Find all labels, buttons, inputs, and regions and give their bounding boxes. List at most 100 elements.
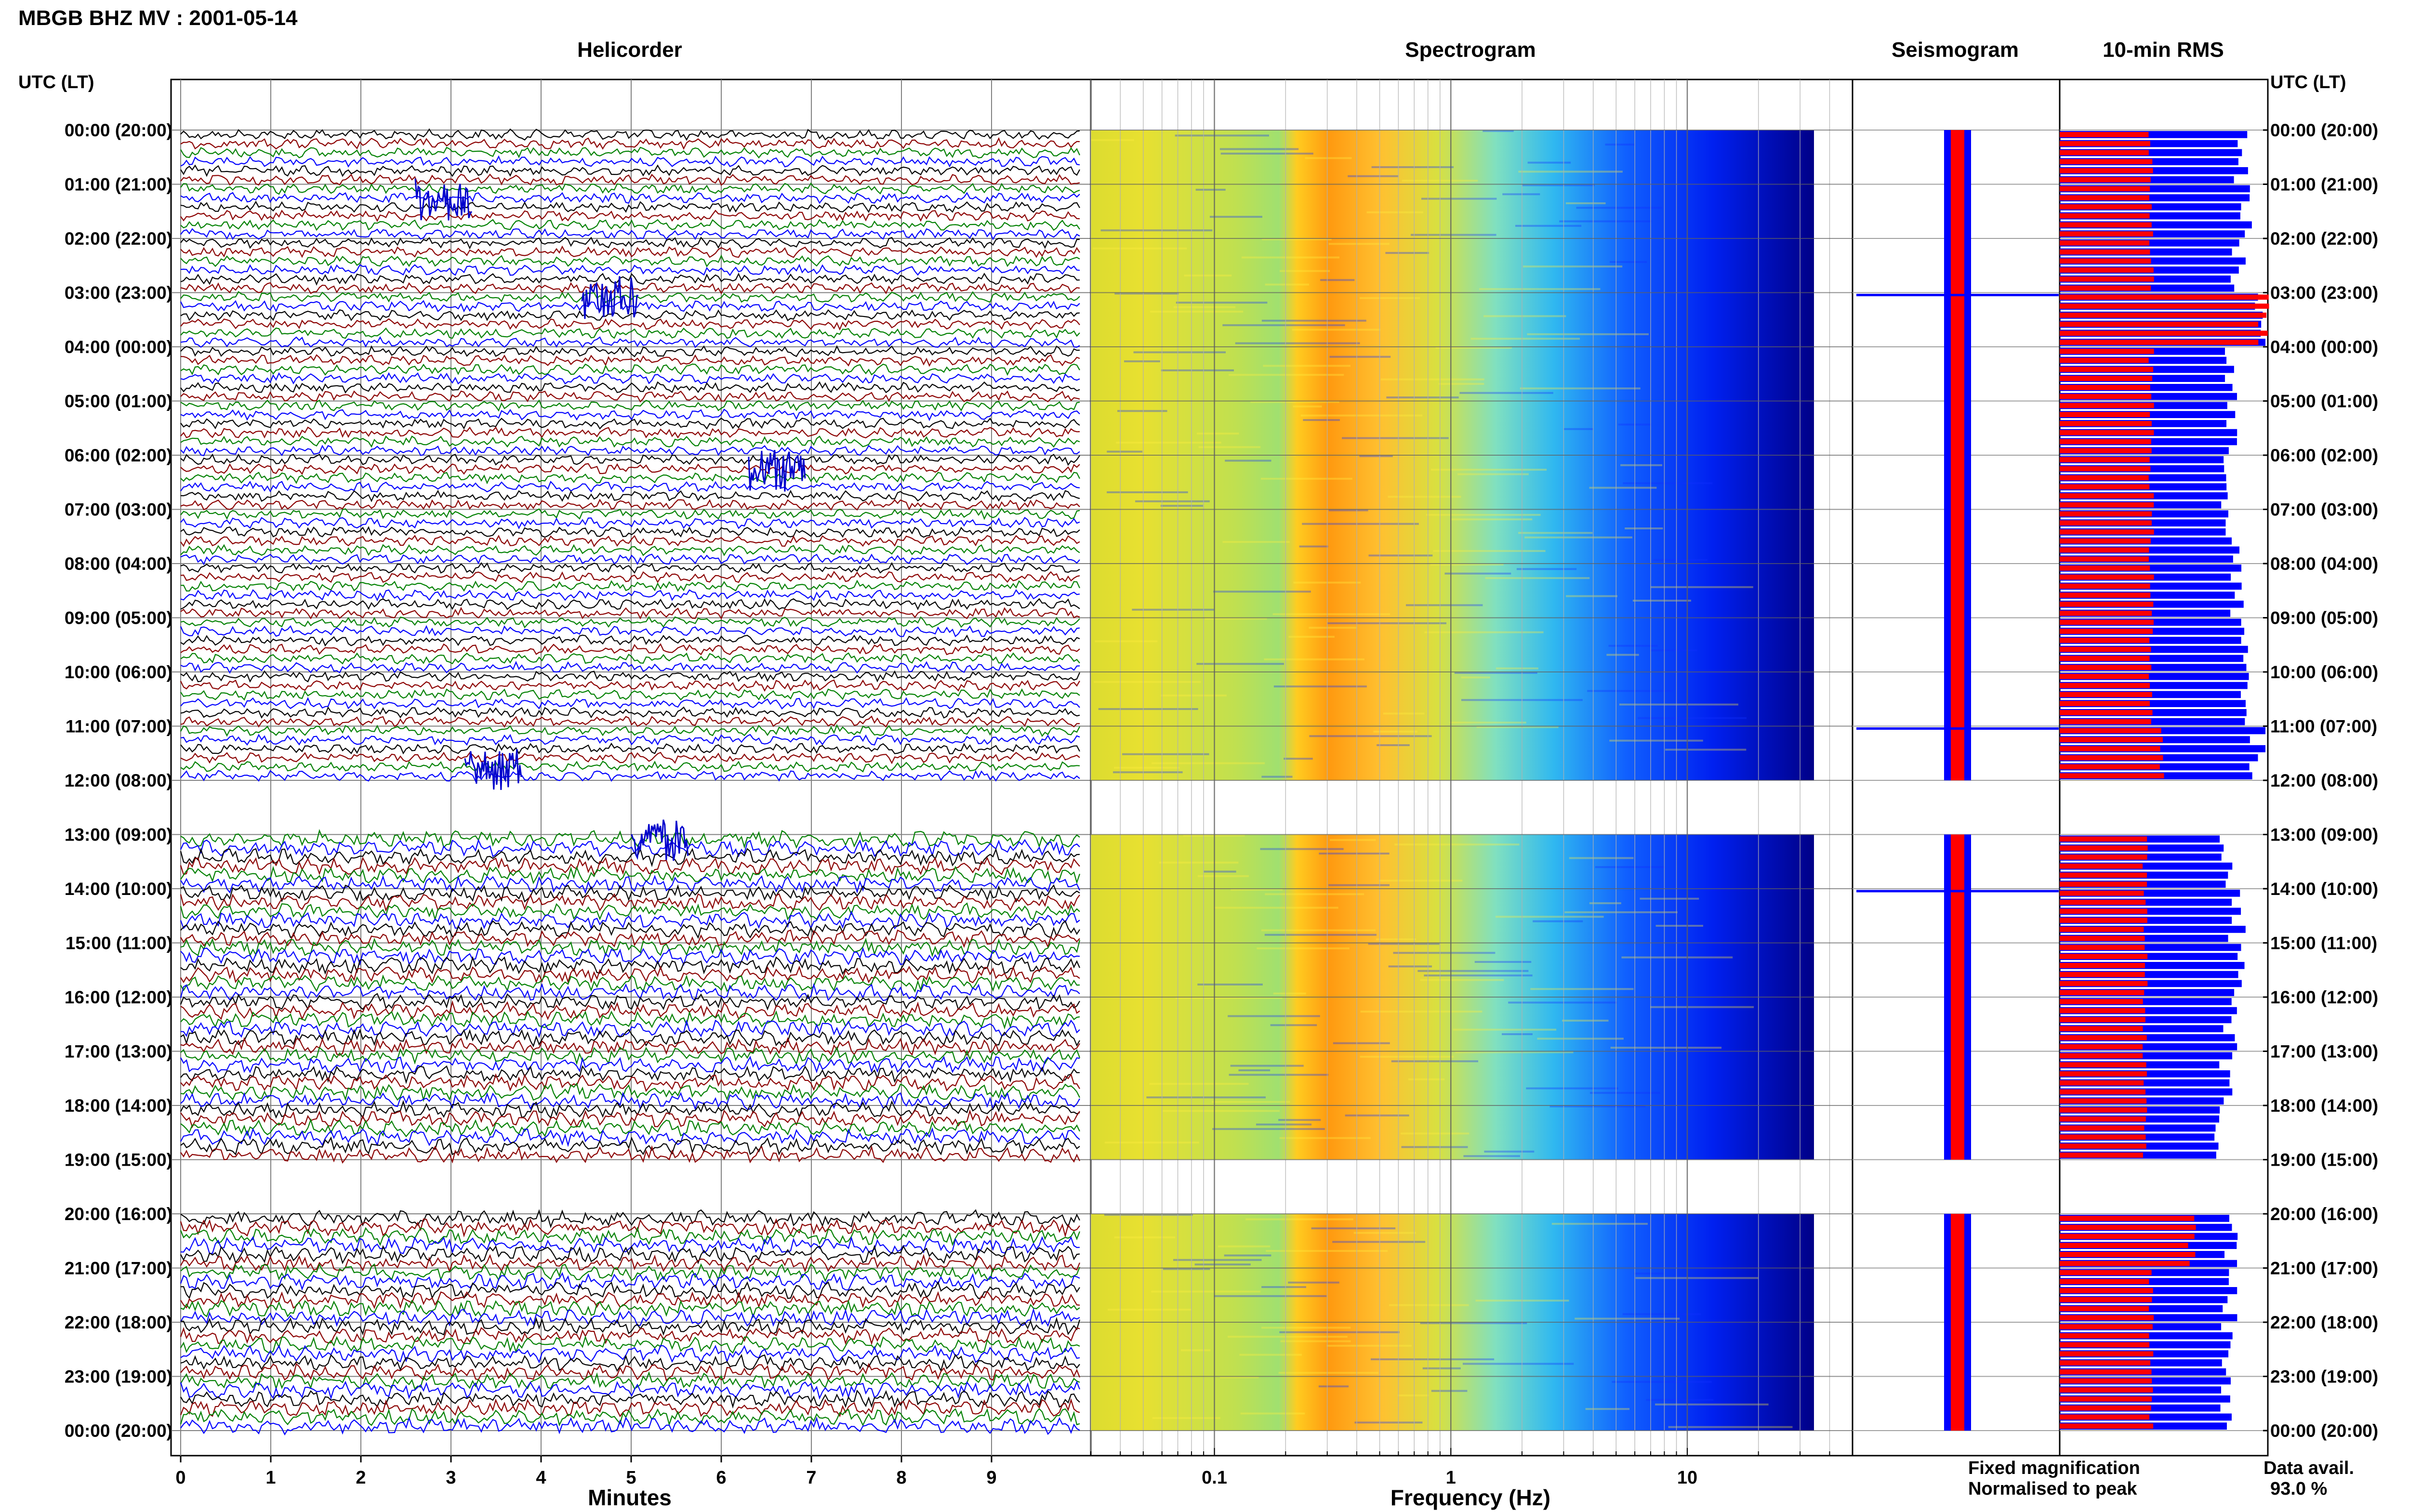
time-label-right: 01:00 (21:00) [2270, 175, 2378, 195]
spectrogram-streak [1526, 1087, 1618, 1090]
spectrogram-streak [1260, 477, 1352, 480]
spectrogram-streak [1386, 396, 1459, 399]
spectrogram-streak [1261, 929, 1376, 932]
spectrogram-streak [1133, 351, 1226, 354]
spectrogram-streak [1302, 523, 1419, 525]
spectrogram-streak [1262, 238, 1332, 240]
time-label-left: 23:00 (19:00) [65, 1367, 172, 1387]
rms-bar-normalised [2060, 1062, 2146, 1067]
spectrogram-streak [1516, 568, 1577, 570]
helicorder-event [631, 819, 689, 861]
rms-bar-normalised [2060, 656, 2150, 661]
spectrogram-streak [1266, 1250, 1388, 1252]
helicorder-event [581, 276, 638, 319]
spectrogram-streak [1095, 640, 1158, 643]
spectrogram-streak [1279, 1137, 1371, 1139]
helicorder-trace [180, 993, 1080, 1011]
spectrogram-streak [1485, 577, 1590, 579]
time-label-left: 05:00 (01:00) [65, 392, 172, 411]
rms-bar-normalised [2060, 385, 2150, 390]
time-label-left: 01:00 (21:00) [65, 175, 172, 195]
helicorder-trace [180, 670, 1081, 683]
helicorder-trace [180, 327, 1080, 339]
spectrogram-streak [1345, 1114, 1409, 1117]
helicorder-title: Helicorder [577, 38, 682, 62]
time-label-left: 10:00 (06:00) [65, 662, 172, 682]
spectrogram-streak [1348, 175, 1399, 177]
rms-bar-normalised [2060, 285, 2151, 291]
helicorder-panel: 0 1 2 3 4 5 6 7 8 9 [170, 79, 1092, 1488]
spectrogram-streak [1530, 988, 1634, 990]
spectrogram-streak [1522, 184, 1595, 186]
helicorder-trace [180, 1335, 1080, 1354]
spectrogram-streak [1198, 446, 1261, 448]
spectrogram-streak [1242, 256, 1340, 259]
spectrogram-streak [1180, 1349, 1211, 1352]
helicorder-trace [180, 200, 1080, 213]
rms-bar-normalised [2060, 556, 2149, 562]
spectrogram-streak [1450, 518, 1533, 521]
spectrogram-streak [1212, 1128, 1325, 1130]
helicorder-trace [180, 1317, 1081, 1336]
helicorder-trace [180, 1127, 1080, 1147]
helicorder-trace [180, 875, 1080, 894]
rms-bar-normalised [2060, 674, 2149, 679]
helicorder-trace [180, 1254, 1081, 1273]
rms-bar-normalised [2060, 1089, 2146, 1095]
seismogram-normalised-trace [1951, 130, 1964, 780]
helicorder-x-tick-label: 3 [446, 1468, 456, 1488]
helicorder-trace [180, 929, 1080, 948]
spectrogram-streak [1195, 188, 1226, 191]
spectrogram-streak [1122, 753, 1209, 755]
helicorder-trace [180, 1073, 1080, 1092]
time-label-right: 02:00 (22:00) [2270, 229, 2378, 249]
spectrogram-streak [1587, 690, 1673, 692]
spectrogram-streak [1453, 1028, 1557, 1031]
rms-bar-normalised [2060, 1252, 2196, 1257]
spectrogram-streak [1397, 1394, 1429, 1396]
rms-bar-normalised [2060, 881, 2147, 887]
time-label-right: 23:00 (19:00) [2270, 1367, 2378, 1387]
spectrogram-streak [1272, 613, 1390, 616]
spectrogram-streak [1228, 1015, 1320, 1017]
spectrogram-streak [1319, 853, 1390, 855]
helicorder-trace [180, 715, 1080, 728]
spectrogram-streak [1444, 572, 1511, 575]
spectrogram-streak [1377, 744, 1410, 746]
rms-bar-normalised [2060, 276, 2154, 282]
helicorder-trace [180, 910, 1080, 930]
spectrogram-streak [1152, 1417, 1220, 1419]
spectrogram-streak [1204, 618, 1267, 620]
helicorder-trace [180, 390, 1080, 403]
rms-bar-normalised [2060, 891, 2144, 896]
helicorder-trace [180, 839, 1080, 858]
helicorder-trace [180, 734, 1080, 746]
spectrogram-streak [1496, 916, 1604, 918]
rms-bar-normalised [2060, 610, 2152, 616]
rms-bar-normalised [2060, 294, 2269, 300]
rms-bar-normalised [2060, 1297, 2152, 1302]
time-label-right: 10:00 (06:00) [2270, 662, 2378, 682]
rms-bar-normalised [2060, 1279, 2149, 1284]
rms-bar-normalised [2060, 493, 2154, 499]
helicorder-trace [180, 1046, 1081, 1065]
spectrogram-streak [1612, 1381, 1712, 1383]
helicorder-trace [180, 724, 1080, 737]
rms-bar-normalised [2060, 908, 2147, 914]
spectrogram-streak [1569, 857, 1634, 859]
spectrogram-streak [1230, 1065, 1304, 1067]
spectrogram-streak [1280, 1340, 1351, 1342]
helicorder-trace [180, 965, 1080, 984]
time-label-right: 12:00 (08:00) [2270, 771, 2378, 790]
rms-bar-normalised [2060, 692, 2152, 697]
rms-bar-normalised [2060, 701, 2150, 706]
spectrogram-streak [1265, 893, 1364, 895]
spectrogram-streak [1653, 559, 1708, 561]
helicorder-trace [180, 237, 1080, 250]
spectrogram-streak [1280, 270, 1330, 272]
helicorder-trace [180, 381, 1080, 394]
rms-bar-normalised [2060, 538, 2151, 544]
time-label-left: 00:00 (20:00) [65, 1421, 172, 1441]
spectrogram-streak [1326, 1344, 1412, 1347]
time-label-left: 15:00 (11:00) [66, 933, 172, 953]
